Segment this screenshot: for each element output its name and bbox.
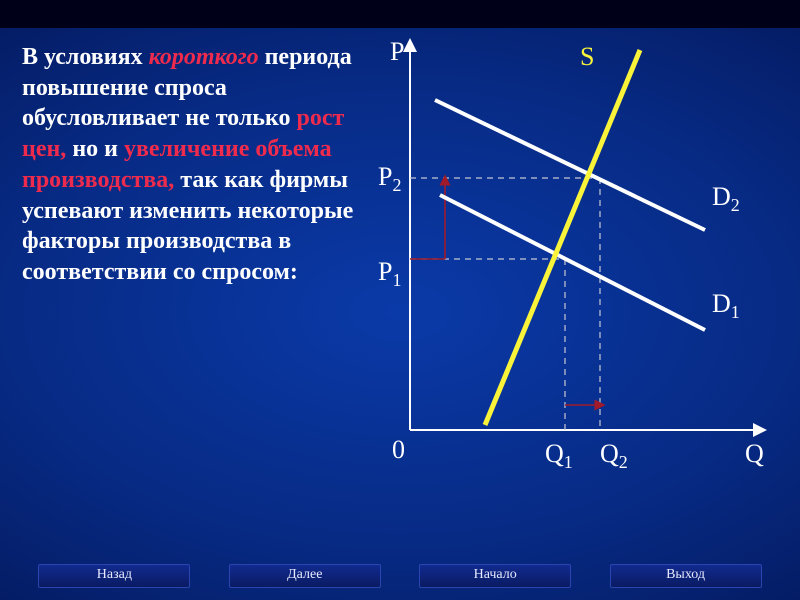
- label-q1: Q1: [545, 439, 573, 472]
- text-frag-0: В условиях: [22, 44, 149, 70]
- nav-exit-button[interactable]: Выход: [610, 564, 762, 588]
- text-frag-1: короткого: [149, 44, 259, 70]
- origin-label: 0: [392, 435, 405, 464]
- nav-start-button[interactable]: Начало: [419, 564, 571, 588]
- chart-svg: P S P2 P1 D2 D1 0 Q1 Q2 Q: [350, 30, 790, 500]
- curve-label-d1: D1: [712, 289, 740, 322]
- top-bar: [0, 0, 800, 28]
- demand-line-d2: [435, 100, 705, 230]
- nav-next-button[interactable]: Далее: [229, 564, 381, 588]
- curve-label-d2: D2: [712, 182, 740, 215]
- supply-line-s: [485, 50, 640, 425]
- axis-label-p: P: [390, 37, 404, 66]
- slide-root: В условиях короткого периода повышение с…: [0, 0, 800, 600]
- label-p1: P1: [378, 257, 401, 290]
- nav-bar: Назад Далее Начало Выход: [0, 564, 800, 588]
- axis-label-q: Q: [745, 439, 764, 468]
- label-p2: P2: [378, 162, 401, 195]
- slide-body-text: В условиях короткого периода повышение с…: [22, 42, 362, 288]
- text-frag-4: но и: [66, 136, 124, 162]
- text-frag-7: :: [290, 259, 298, 285]
- curve-label-s: S: [580, 42, 594, 71]
- supply-demand-chart: P S P2 P1 D2 D1 0 Q1 Q2 Q: [350, 30, 790, 500]
- label-q2: Q2: [600, 439, 628, 472]
- nav-back-button[interactable]: Назад: [38, 564, 190, 588]
